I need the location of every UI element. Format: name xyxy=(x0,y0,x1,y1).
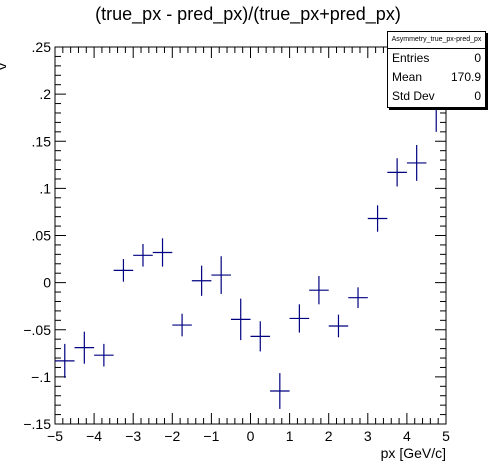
x-tick-label: −1 xyxy=(203,428,219,444)
data-point xyxy=(348,287,368,309)
x-tick-label: −4 xyxy=(86,428,102,444)
x-tick-label: 0 xyxy=(247,428,255,444)
y-axis-label: y xyxy=(0,63,6,70)
data-point xyxy=(367,205,388,232)
data-point xyxy=(55,343,75,378)
x-tick-label: 1 xyxy=(286,428,294,444)
data-series xyxy=(55,75,446,409)
stats-value: 170.9 xyxy=(450,70,481,84)
data-point xyxy=(387,158,407,187)
stats-row-stddev: Std Dev 0 xyxy=(388,87,485,106)
y-tick-label: −.05 xyxy=(23,322,51,338)
x-tick-label: −3 xyxy=(125,428,141,444)
data-point xyxy=(328,314,349,338)
data-point xyxy=(289,304,310,333)
x-tick-label: −5 xyxy=(47,428,63,444)
stats-row-entries: Entries 0 xyxy=(388,49,485,68)
x-axis-label: px [GeV/c] xyxy=(381,445,446,461)
y-tick-label: .05 xyxy=(32,228,52,244)
x-tick-label: −2 xyxy=(164,428,180,444)
data-point xyxy=(74,331,95,364)
data-point xyxy=(250,321,271,352)
stats-row-mean: Mean 170.9 xyxy=(388,68,485,87)
y-tick-label: −.1 xyxy=(31,369,51,385)
y-axis-label-container: y xyxy=(0,50,6,70)
stats-label: Entries xyxy=(392,51,430,65)
data-point xyxy=(230,298,251,341)
x-tick-label: 5 xyxy=(442,428,450,444)
stats-label: Mean xyxy=(392,70,423,84)
y-tick-label: .25 xyxy=(32,39,52,55)
data-point xyxy=(152,238,173,267)
y-tick-label: −.15 xyxy=(23,416,51,432)
y-tick-label: 0 xyxy=(43,275,51,291)
x-tick-label: 3 xyxy=(364,428,372,444)
data-point xyxy=(309,276,329,305)
stats-box-title: Asymmetry_true_px-pred_px xyxy=(388,32,485,49)
y-tick-label: .2 xyxy=(39,86,51,102)
x-tick-label: 2 xyxy=(325,428,333,444)
stats-box: Asymmetry_true_px-pred_px Entries 0 Mean… xyxy=(387,31,486,108)
data-point xyxy=(270,373,290,409)
data-point xyxy=(133,243,153,267)
x-tick-label: 4 xyxy=(403,428,411,444)
data-point xyxy=(172,313,192,337)
y-axis: −.15 −.1 −.05 0 .05 .1 .15 .2 .25 xyxy=(23,39,446,432)
data-point xyxy=(113,259,134,282)
x-axis: −5 −4 −3 −2 −1 0 1 2 3 4 5 xyxy=(47,47,450,444)
stats-value: 0 xyxy=(474,51,481,65)
chart-title: (true_px - pred_px)/(true_px+pred_px) xyxy=(95,4,401,24)
data-point xyxy=(211,256,231,294)
data-point xyxy=(94,343,114,367)
data-point xyxy=(406,145,427,181)
y-tick-label: .15 xyxy=(32,133,52,149)
data-point xyxy=(191,265,212,296)
stats-value: 0 xyxy=(474,89,481,103)
y-tick-label: .1 xyxy=(39,180,51,196)
stats-label: Std Dev xyxy=(392,89,435,103)
